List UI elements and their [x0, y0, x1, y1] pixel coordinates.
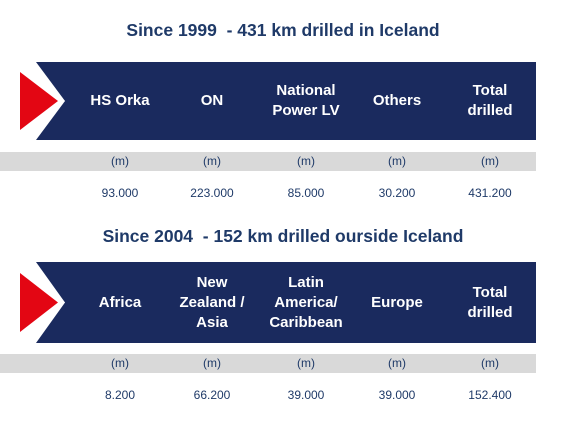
unit-label: (m): [203, 356, 221, 370]
unit-label: (m): [111, 154, 129, 168]
value-national-power: 85.000: [287, 186, 325, 200]
section-title: Since 2004 - 152 km drilled ourside Icel…: [102, 226, 464, 246]
value-total: 431.200: [468, 186, 512, 200]
header-banner: HS Orka ON National Power LV Others Tota…: [20, 62, 536, 140]
column-header-africa: Africa: [98, 293, 142, 311]
unit-label: (m): [297, 356, 315, 370]
value-hs-orka: 93.000: [101, 186, 139, 200]
unit-label: (m): [481, 154, 499, 168]
unit-label: (m): [481, 356, 499, 370]
value-africa: 8.200: [104, 388, 136, 402]
value-others: 30.200: [378, 186, 416, 200]
column-header-others: Others: [372, 92, 422, 109]
column-header-total: Total drilled: [467, 283, 513, 321]
value-latin-america: 39.000: [287, 388, 325, 402]
unit-label: (m): [297, 154, 315, 168]
value-new-zealand-asia: 66.200: [193, 388, 231, 402]
column-header-national-power: National Power LV: [272, 82, 340, 119]
value-total: 152.400: [468, 388, 512, 402]
value-on: 223.000: [190, 186, 234, 200]
column-header-latin-america: Latin America/ Caribbean: [269, 273, 343, 331]
unit-label: (m): [203, 154, 221, 168]
column-header-europe: Europe: [371, 293, 423, 311]
column-header-on: ON: [200, 92, 224, 109]
red-arrow-icon: [20, 262, 536, 343]
red-arrow-icon: [20, 62, 536, 140]
unit-label: (m): [388, 356, 406, 370]
header-banner: Africa New Zealand / Asia Latin America/…: [20, 262, 536, 343]
section-title: Since 1999 - 431 km drilled in Iceland: [126, 20, 440, 40]
value-europe: 39.000: [378, 388, 416, 402]
unit-label: (m): [388, 154, 406, 168]
column-header-new-zealand-asia: New Zealand / Asia: [179, 273, 245, 331]
column-header-total: Total drilled: [467, 82, 513, 119]
units-row: (m) (m) (m) (m) (m): [0, 354, 536, 373]
units-row: (m) (m) (m) (m) (m): [0, 152, 536, 171]
column-header-hs-orka: HS Orka: [90, 92, 150, 109]
unit-label: (m): [111, 356, 129, 370]
